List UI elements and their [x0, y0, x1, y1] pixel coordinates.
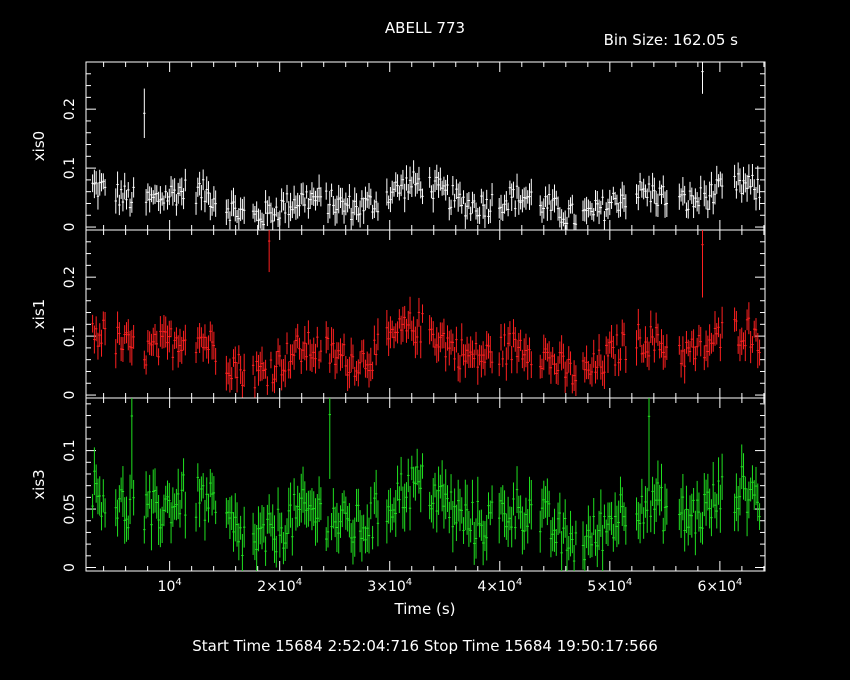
footer-time-range: Start Time 15684 2:52:04:716 Stop Time 1… [192, 637, 658, 655]
y-tick-label: 0.1 [62, 439, 78, 461]
y-axis-label: xis0 [30, 131, 48, 161]
x-tick-labels: 104 2×104 3×104 4×104 5×104 6×104 [158, 577, 743, 595]
data-series-xis3 [91, 398, 761, 571]
y-axis-label: xis3 [30, 469, 48, 499]
panel-xis3: 0 0.05 0.1 xis3 [30, 397, 766, 572]
data-series-xis0 [91, 62, 761, 230]
x-tick-label: 6×104 [697, 577, 742, 595]
y-tick-label: 0 [62, 223, 78, 232]
x-tick-label: 5×104 [587, 577, 632, 595]
x-tick-label: 2×104 [257, 577, 302, 595]
y-tick-label: 0 [62, 563, 78, 572]
y-tick-label: 0.1 [62, 325, 78, 347]
y-tick-label: 0.2 [62, 98, 78, 120]
y-tick-label: 0.05 [62, 493, 78, 524]
x-tick-label: 104 [158, 577, 182, 595]
x-tick-label: 3×104 [367, 577, 412, 595]
panel-frame [85, 229, 766, 399]
x-axis-label: Time (s) [394, 600, 456, 618]
y-tick-label: 0.2 [62, 266, 78, 288]
y-tick-label: 0.1 [62, 157, 78, 179]
y-tick-label: 0 [62, 391, 78, 400]
chart-title: ABELL 773 [385, 19, 465, 37]
panel-frame [85, 397, 766, 572]
x-tick-label: 4×104 [477, 577, 522, 595]
panel-frame [85, 61, 766, 231]
data-series-xis1 [91, 230, 761, 398]
panels: 0 0.1 0.2 xis0 0 0.1 0.2 xis1 0 0.05 0.1 xis3 [30, 61, 766, 572]
panel-xis1: 0 0.1 0.2 xis1 [30, 229, 766, 400]
bin-size-label: Bin Size: 162.05 s [604, 31, 739, 49]
panel-xis0: 0 0.1 0.2 xis0 [30, 61, 766, 232]
y-axis-label: xis1 [30, 299, 48, 329]
